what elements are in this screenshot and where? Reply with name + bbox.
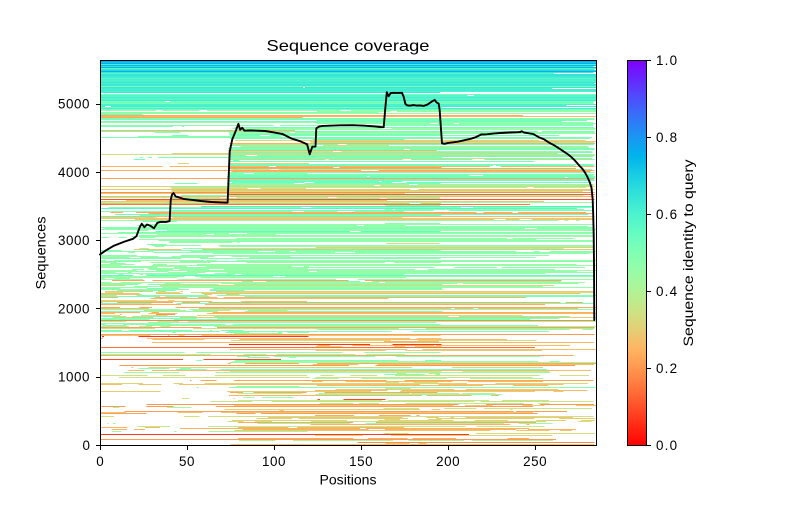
svg-text:0: 0 [96, 454, 103, 469]
svg-text:0.2: 0.2 [656, 361, 678, 376]
svg-text:0: 0 [83, 438, 90, 453]
svg-text:2000: 2000 [58, 301, 90, 316]
svg-text:1.0: 1.0 [656, 53, 678, 68]
svg-text:100: 100 [262, 454, 286, 469]
svg-text:0.6: 0.6 [656, 207, 678, 222]
svg-text:150: 150 [349, 454, 373, 469]
svg-text:Sequence identity to query: Sequence identity to query [681, 159, 696, 346]
svg-text:Positions: Positions [320, 473, 377, 488]
svg-text:0.8: 0.8 [656, 130, 678, 145]
svg-text:Sequence coverage: Sequence coverage [267, 38, 430, 55]
svg-text:50: 50 [179, 454, 195, 469]
svg-text:Sequences: Sequences [34, 216, 49, 289]
svg-text:5000: 5000 [58, 97, 90, 112]
svg-text:200: 200 [436, 454, 460, 469]
svg-text:0.4: 0.4 [656, 284, 678, 299]
svg-text:1000: 1000 [58, 370, 90, 385]
svg-text:0.0: 0.0 [656, 438, 678, 453]
svg-text:3000: 3000 [58, 233, 90, 248]
svg-text:4000: 4000 [58, 165, 90, 180]
svg-text:250: 250 [523, 454, 547, 469]
